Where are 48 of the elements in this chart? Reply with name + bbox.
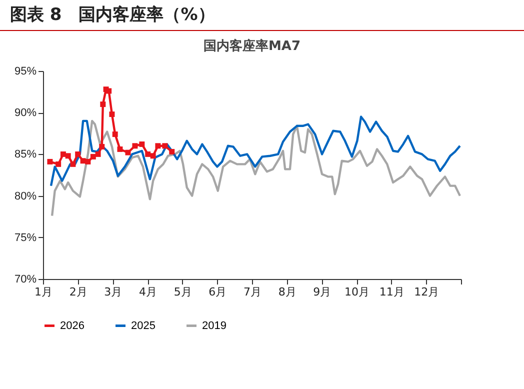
x-tick-label: 8月: [278, 286, 296, 298]
x-tick-label: 5月: [174, 286, 192, 298]
x-tick-label: 12月: [414, 286, 440, 298]
point: [145, 151, 151, 157]
y-tick-label: 85%: [14, 148, 37, 161]
point: [100, 102, 106, 108]
point: [125, 150, 131, 156]
point: [85, 158, 91, 164]
x-tick-label: 10月: [344, 286, 370, 298]
point: [95, 151, 101, 157]
y-tick-label: 95%: [14, 66, 37, 78]
point: [109, 112, 115, 117]
y-tick-label: 80%: [14, 190, 37, 202]
chart-subtitle: 国内客座率MA7: [203, 38, 301, 54]
line-series: [50, 116, 461, 187]
point: [70, 161, 76, 167]
point: [139, 141, 145, 147]
point: [162, 143, 168, 149]
point: [65, 153, 71, 159]
x-tick-label: 7月: [244, 286, 262, 298]
y-tick-label: 70%: [14, 274, 37, 286]
point: [99, 144, 105, 150]
y-tick-label: 90%: [14, 107, 37, 120]
x-tick-label: 6月: [208, 286, 227, 298]
legend-label: 2025: [131, 320, 156, 332]
chart-title: 图表 8 国内客座率（%）: [0, 0, 524, 31]
x-tick-label: 2月: [69, 286, 88, 298]
x-tick-label: 3月: [104, 286, 122, 298]
point: [112, 131, 118, 137]
x-tick-label: 9月: [313, 286, 332, 298]
point: [90, 154, 96, 160]
point: [75, 151, 81, 157]
point: [47, 158, 53, 164]
point: [169, 148, 175, 154]
point: [155, 143, 161, 149]
x-tick-label: 4月: [139, 286, 157, 298]
point: [56, 161, 62, 167]
point: [150, 153, 156, 159]
point: [117, 146, 123, 152]
y-tick-label: 75%: [14, 232, 37, 244]
x-tick-label: 11月: [379, 286, 404, 298]
point: [60, 151, 66, 157]
legend-label: 2026: [60, 320, 84, 332]
legend-label: 2019: [202, 320, 226, 332]
point: [106, 88, 112, 94]
x-tick-label: 1月: [34, 286, 52, 298]
line-series: [50, 120, 461, 217]
point: [132, 143, 138, 149]
